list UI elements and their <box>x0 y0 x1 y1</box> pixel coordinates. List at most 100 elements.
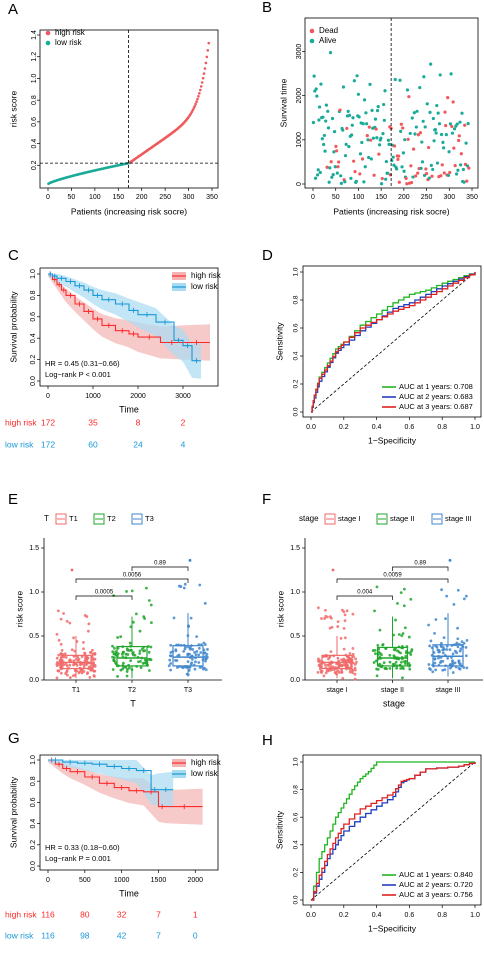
panel-e-point <box>197 653 201 657</box>
panel-a-point-high <box>204 61 208 65</box>
panel-b-point-dead <box>416 133 420 137</box>
panel-a-point-high <box>199 85 203 88</box>
panel-e-point <box>191 657 194 661</box>
panel-e-ytick-label: 1.0 <box>29 589 39 596</box>
panel-e-point <box>82 647 85 651</box>
panel-f-point <box>388 666 392 670</box>
panel-f-point <box>399 651 402 655</box>
panel-b-point-alive <box>312 74 316 78</box>
panel-c-frame <box>39 267 219 387</box>
panel-b-point-alive <box>379 182 384 186</box>
panel-e-point <box>60 649 64 652</box>
panel-b-point-dead <box>329 160 333 164</box>
panel-e-point <box>79 663 82 666</box>
panel-d-ylabel: Sensitivity <box>274 322 284 361</box>
panel-a-legend-low: low risk <box>55 38 83 47</box>
panel-b-point-alive <box>422 75 426 79</box>
panel-e-point <box>149 645 153 649</box>
panel-b-point-alive <box>464 141 468 145</box>
panel-b-point-dead <box>456 138 461 143</box>
panel-h-ytick-label: 0.4 <box>293 840 300 849</box>
panel-f-point <box>465 666 469 670</box>
panel-b-point-alive <box>377 143 382 147</box>
panel-e-point <box>186 660 190 664</box>
panel-b-point-alive <box>375 109 380 113</box>
panel-e-point <box>169 668 173 672</box>
panel-a-ytick-label: 1.4 <box>31 30 38 40</box>
panel-e-pvalue: 0.0056 <box>123 573 142 579</box>
panel-e-point <box>85 672 89 676</box>
panel-e-point <box>128 641 132 645</box>
panel-f-point <box>353 662 357 666</box>
panel-b-point-alive <box>456 168 460 172</box>
panel-b-point-alive <box>435 103 439 108</box>
panel-b-point-alive <box>434 131 438 135</box>
panel-e-point <box>172 616 176 620</box>
panel-e-point <box>204 659 207 663</box>
panel-c-ytick-label: 0.2 <box>30 355 37 365</box>
panel-b-point-dead <box>392 144 397 148</box>
panel-e-point <box>125 647 129 651</box>
panel-e-box <box>172 645 204 667</box>
panel-b-point-alive <box>392 163 396 167</box>
panel-e-point <box>113 646 116 650</box>
panel-e-point <box>131 620 135 624</box>
panel-f-point <box>320 617 323 620</box>
panel-a-point-high <box>203 67 207 70</box>
panel-e-point <box>189 616 193 620</box>
panel-b-point-alive <box>386 171 390 175</box>
panel-f-ytick-label: 0.5 <box>290 633 300 640</box>
panel-a-point-high <box>205 55 209 59</box>
panel-e-point <box>147 599 151 602</box>
panel-b-point-alive <box>365 122 369 126</box>
panel-e-point <box>167 664 171 668</box>
panel-b-point-dead <box>380 176 384 181</box>
panel-f-point <box>333 671 337 675</box>
panel-b-point-dead <box>337 160 341 164</box>
panel-a-point-high <box>206 49 210 52</box>
panel-f-point <box>460 640 464 644</box>
panel-c-ytick-label: 1.0 <box>30 269 37 279</box>
panel-b-point-alive <box>375 136 379 140</box>
panel-f-point <box>459 647 463 651</box>
panel-f-point <box>428 644 432 648</box>
panel-e-point <box>93 657 97 661</box>
panel-a-point-high <box>207 41 211 45</box>
panel-f-point <box>403 626 407 630</box>
panel-e-point <box>191 648 195 651</box>
panel-f-point <box>452 603 456 606</box>
panel-b-point-alive <box>427 176 431 180</box>
panel-d-diagonal <box>310 271 476 413</box>
panel-f-point <box>462 666 466 669</box>
panel-e-point <box>198 583 202 587</box>
panel-e-point <box>93 652 97 656</box>
panel-f-point <box>337 664 341 668</box>
panel-e-xlabel: T <box>130 698 136 708</box>
panel-e-point <box>55 632 59 636</box>
panel-f-point <box>440 588 444 592</box>
panel-f-point <box>451 652 455 656</box>
panel-f-point <box>443 668 447 672</box>
panel-e-ytick-label: 0.0 <box>29 677 39 684</box>
panel-h-xtick-label: 1.0 <box>470 912 480 919</box>
panel-b-point-alive <box>369 157 373 161</box>
panel-a-legend-high: high risk <box>55 28 86 37</box>
panel-e-point <box>126 653 130 656</box>
panel-b-point-alive <box>339 174 343 178</box>
panel-e-point <box>76 655 80 659</box>
panel-f-ylabel: risk score <box>275 591 285 628</box>
panel-b-point-alive <box>459 163 463 167</box>
panel-b-point-dead <box>465 179 469 183</box>
panel-b-point-alive <box>316 168 320 172</box>
panel-a-point-high <box>200 81 204 84</box>
panel-b-point-alive <box>410 116 414 120</box>
panel-f-point <box>396 602 399 605</box>
panel-b-point-dead <box>360 157 365 161</box>
panel-e-point <box>111 655 114 659</box>
panel-b-point-alive <box>324 103 329 107</box>
panel-e-point <box>182 650 186 653</box>
panel-e-point <box>86 657 89 660</box>
panel-e-point <box>65 673 69 677</box>
panel-e-legend-label: T3 <box>145 514 154 523</box>
panel-e-letter: E <box>8 491 18 508</box>
